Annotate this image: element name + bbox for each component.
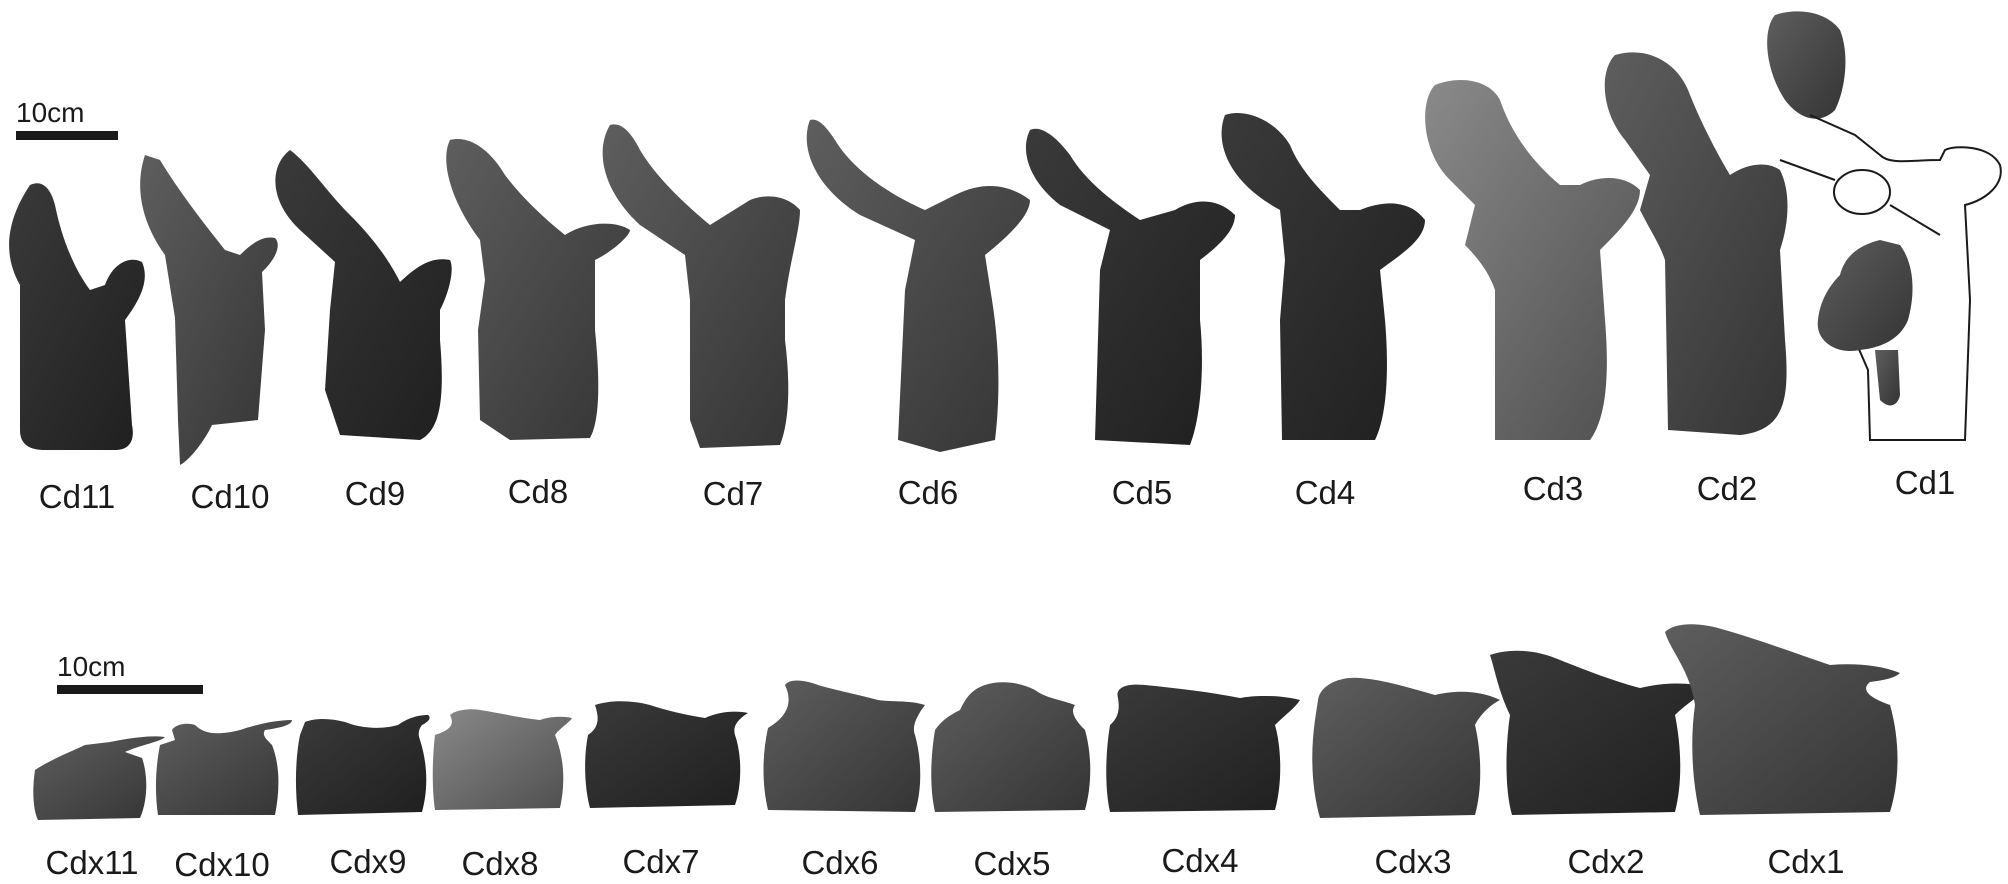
scale-bar-bottom-label: 10cm (57, 651, 126, 682)
vertebra-cd9 (275, 150, 452, 440)
label-cdx10: Cdx10 (174, 846, 270, 883)
label-cd11: Cd11 (38, 478, 116, 515)
label-cdx5: Cdx5 (973, 845, 1051, 882)
vertebra-cdx8 (432, 709, 572, 810)
vertebra-cd10 (140, 155, 278, 465)
vertebra-cdx1 (1665, 624, 1900, 815)
vertebra-cd2 (1604, 52, 1788, 435)
vertebra-cd6 (806, 119, 1030, 452)
vertebra-cd8 (446, 139, 630, 440)
label-cdx7: Cdx7 (622, 843, 700, 880)
label-cdx11: Cdx11 (45, 844, 139, 881)
vertebra-cdx11 (33, 736, 165, 820)
label-cd7: Cd7 (702, 475, 764, 512)
label-cdx8: Cdx8 (461, 845, 539, 882)
vertebra-cd4 (1221, 113, 1425, 440)
vertebra-cd11 (9, 183, 145, 450)
vertebra-cd3 (1425, 80, 1640, 440)
label-cd5: Cd5 (1111, 474, 1173, 511)
scale-bar-bottom-line (57, 685, 203, 694)
label-cd6: Cd6 (897, 474, 959, 511)
label-cd10: Cd10 (190, 478, 270, 515)
label-cd2: Cd2 (1696, 470, 1758, 507)
vertebra-cd7 (602, 124, 800, 448)
vertebra-cdx7 (585, 701, 748, 808)
label-cdx2: Cdx2 (1567, 843, 1645, 880)
label-cdx9: Cdx9 (329, 843, 407, 880)
label-cd3: Cd3 (1522, 470, 1584, 507)
vertebra-cd5 (1025, 128, 1235, 445)
scale-bar-top-line (16, 131, 118, 140)
vertebra-cd1 (1767, 11, 2002, 441)
label-cd8: Cd8 (507, 473, 569, 510)
vertebra-cdx6 (763, 680, 925, 812)
label-cd1: Cd1 (1894, 464, 1956, 501)
label-cdx3: Cdx3 (1374, 843, 1452, 880)
scale-bar-bottom: 10cm (57, 648, 203, 694)
label-cd4: Cd4 (1294, 474, 1356, 511)
label-cdx4: Cdx4 (1161, 842, 1239, 879)
vertebra-cdx3 (1312, 677, 1500, 818)
label-cdx1: Cdx1 (1767, 843, 1845, 880)
vertebra-cdx9 (295, 715, 430, 815)
vertebra-cdx4 (1106, 684, 1300, 812)
vertebra-cdx10 (155, 720, 292, 815)
scale-bar-top-label: 10cm (16, 97, 85, 128)
label-cdx6: Cdx6 (801, 844, 879, 881)
scale-bar-top: 10cm (16, 97, 118, 140)
vertebra-cdx5 (931, 682, 1091, 812)
vertebra-cdx2 (1490, 650, 1710, 815)
label-cd9: Cd9 (344, 475, 406, 512)
